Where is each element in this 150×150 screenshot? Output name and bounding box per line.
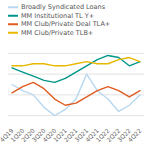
series-line (12, 82, 140, 105)
legend-label: MM Institutional TL Y+ (21, 12, 94, 20)
grid-line (8, 53, 144, 54)
series-line (12, 55, 140, 82)
legend-swatch (8, 15, 18, 17)
grid-line (8, 115, 144, 116)
series-line (12, 74, 140, 116)
series-line (12, 58, 140, 66)
grid-line (8, 94, 144, 95)
legend: Broadly Syndicated LoansMM Institutional… (8, 3, 110, 37)
legend-swatch (8, 23, 18, 25)
lines (12, 55, 140, 115)
legend-swatch (8, 32, 18, 34)
legend-label: Broadly Syndicated Loans (21, 3, 106, 11)
legend-swatch (8, 6, 18, 8)
grid (8, 53, 144, 115)
legend-label: MM Club/Private Deal TLA+ (21, 20, 110, 28)
legend-label: MM Club/Private TLB+ (21, 29, 93, 37)
x-axis: 4Q191Q202Q203Q204Q201Q212Q213Q214Q211Q22… (0, 127, 143, 144)
x-tick-label: 4Q22 (126, 127, 143, 144)
chart: 4Q191Q202Q203Q204Q201Q212Q213Q214Q211Q22… (0, 0, 150, 150)
